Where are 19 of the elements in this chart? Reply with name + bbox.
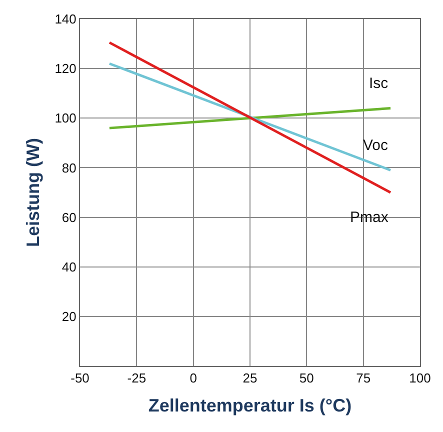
series-label: Pmax (350, 209, 389, 226)
y-tick-label: 40 (62, 259, 76, 274)
x-tick-label: 0 (190, 370, 197, 386)
x-tick-label: 100 (409, 370, 431, 386)
x-tick-label: 75 (356, 370, 371, 386)
x-tick-label: -50 (70, 370, 90, 386)
y-tick-label: 140 (54, 12, 76, 27)
x-axis-title: Zellentemperatur Is (°C) (148, 396, 352, 416)
y-tick-label: 80 (62, 160, 76, 176)
y-tick-label: 100 (54, 110, 76, 126)
x-tick-label: 25 (242, 370, 258, 386)
series-label: Voc (363, 137, 389, 154)
x-tick-label: -25 (127, 370, 146, 386)
y-tick-label: 120 (54, 61, 76, 76)
x-tick-label: 50 (299, 370, 314, 386)
series-label: Isc (369, 75, 389, 92)
y-tick-label: 20 (62, 308, 76, 324)
y-tick-label: 60 (62, 210, 76, 225)
y-axis-title: Leistung (W) (22, 138, 43, 247)
